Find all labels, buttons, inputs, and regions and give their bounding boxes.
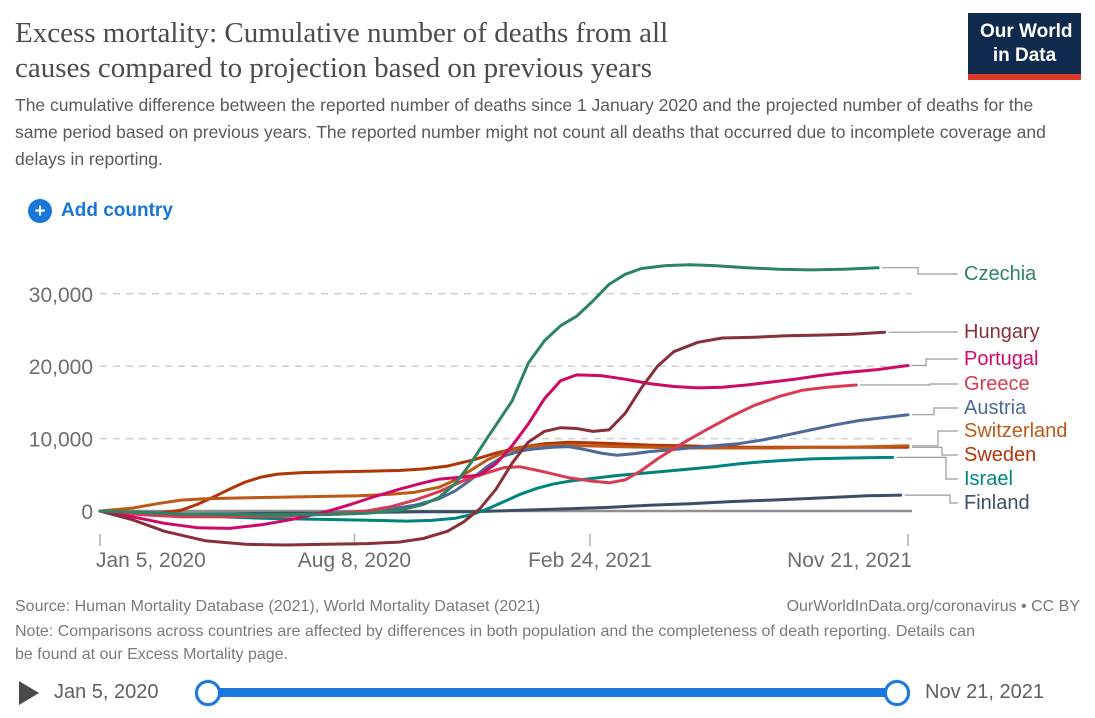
owid-logo-line-2: in Data [992, 45, 1057, 66]
legend-connector-sweden [912, 446, 958, 456]
owid-logo-line-1: Our World [980, 21, 1073, 42]
plus-circle-icon: + [28, 199, 52, 223]
title-line-2: causes compared to projection based on p… [15, 52, 652, 84]
footer-note: Note: Comparisons across countries are a… [15, 623, 975, 663]
legend-connector-israel [896, 456, 958, 480]
chart-canvas[interactable]: 0 10,000 20,000 30,000 Jan 5, 2020 Aug 8, 202… [0, 240, 1095, 585]
legend-label-czechia[interactable]: Czechia [964, 263, 1037, 285]
x-axis-label: Jan 5, 2020 [96, 549, 206, 572]
y-axis-label: 20,000 [29, 356, 93, 379]
source-text: Source: Human Mortality Database (2021),… [15, 598, 541, 615]
owid-logo[interactable]: Our World in Data [968, 13, 1081, 80]
legend-connector-finland [904, 494, 958, 504]
legend-label-portugal[interactable]: Portugal [964, 348, 1039, 370]
x-axis-label: Aug 8, 2020 [298, 549, 411, 572]
chart-subtitle: The cumulative difference between the re… [15, 95, 1046, 169]
timeline-start-date: Jan 5, 2020 [54, 681, 159, 703]
play-button[interactable] [19, 681, 39, 705]
legend-connector-portugal [912, 358, 958, 367]
timeline-slider-track[interactable] [207, 688, 897, 697]
page-title: Excess mortality: Cumulative number of d… [15, 16, 965, 86]
legend-label-austria[interactable]: Austria [964, 397, 1027, 419]
line-czechia[interactable] [98, 263, 880, 517]
title-line-1: Excess mortality: Cumulative number of d… [15, 17, 669, 49]
legend-connector-greece [860, 383, 958, 386]
legend-connector-austria [912, 407, 958, 416]
legend-label-switzerland[interactable]: Switzerland [964, 420, 1068, 442]
timeline-end-date: Nov 21, 2021 [925, 681, 1044, 703]
y-axis-label: 30,000 [29, 284, 93, 307]
x-axis-label: Feb 24, 2021 [528, 549, 652, 572]
legend-label-hungary[interactable]: Hungary [964, 321, 1040, 343]
legend-label-israel[interactable]: Israel [964, 468, 1013, 490]
x-axis-label: Nov 21, 2021 [787, 549, 912, 572]
line-portugal[interactable] [98, 364, 910, 530]
attribution-link[interactable]: OurWorldInData.org/coronavirus • CC BY [786, 598, 1080, 615]
legend-connector-czechia [882, 267, 958, 275]
legend-label-sweden[interactable]: Sweden [964, 444, 1037, 466]
excess-mortality-chart[interactable]: 0 10,000 20,000 30,000 Jan 5, 2020 Aug 8, 202… [0, 240, 1095, 585]
line-switzerland[interactable] [98, 443, 910, 513]
add-country-button[interactable]: + Add country [28, 199, 173, 223]
legend-label-finland[interactable]: Finland [964, 492, 1030, 514]
timeline-handle-start[interactable] [195, 680, 221, 706]
line-hungary[interactable] [98, 330, 887, 547]
timeline-handle-end[interactable] [884, 680, 910, 706]
legend-label-greece[interactable]: Greece [964, 373, 1030, 395]
footer-source-row: Source: Human Mortality Database (2021),… [15, 598, 1080, 616]
add-country-label: Add country [61, 200, 173, 221]
y-axis-label: 0 [81, 501, 93, 524]
y-axis-label: 10,000 [29, 429, 93, 452]
legend-connector-switzerland [912, 430, 958, 447]
